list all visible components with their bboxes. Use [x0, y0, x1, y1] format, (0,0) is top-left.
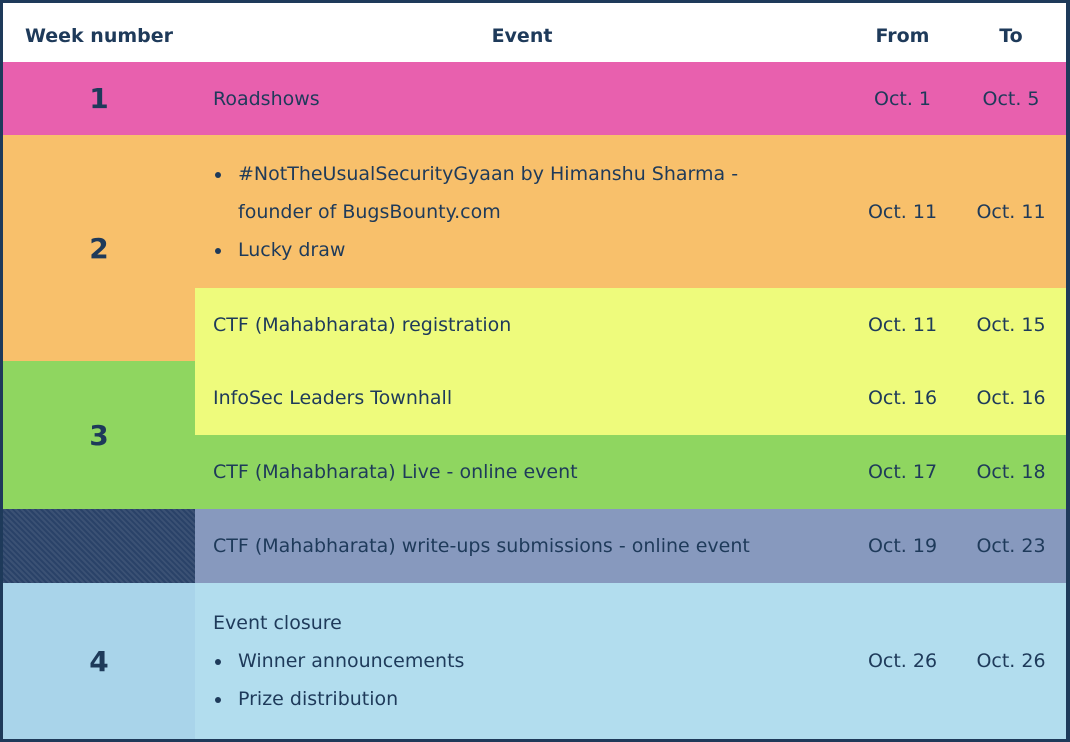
week-empty-hatched-cell — [3, 509, 195, 583]
event-cell: #NotTheUsualSecurityGyaan by Himanshu Sh… — [195, 135, 849, 288]
to-date: Oct. 16 — [976, 387, 1046, 409]
list-item: #NotTheUsualSecurityGyaan by Himanshu Sh… — [213, 155, 738, 231]
header-event: Event — [491, 25, 553, 47]
week-2-cell: 2 — [3, 135, 195, 361]
from-date: Oct. 17 — [867, 461, 938, 483]
header-from: From — [875, 25, 930, 47]
event-cell: CTF (Mahabharata) write-ups submissions … — [213, 535, 750, 557]
week-3-cell: 3 — [3, 361, 195, 509]
event-cell: Roadshows — [213, 87, 320, 110]
to-date: Oct. 11 — [976, 200, 1046, 223]
to-date: Oct. 5 — [982, 87, 1040, 110]
from-date: Oct. 11 — [867, 313, 938, 336]
header-to: To — [999, 25, 1023, 47]
event-cell: InfoSec Leaders Townhall — [213, 387, 453, 409]
header-week-number: Week number — [24, 25, 173, 47]
bullet-text: founder of BugsBounty.com — [238, 200, 501, 223]
to-date: Oct. 15 — [976, 313, 1046, 336]
list-item: Winner announcements — [213, 642, 464, 680]
from-date: Oct. 11 — [867, 200, 938, 223]
from-date: Oct. 26 — [867, 650, 938, 672]
from-date: Oct. 19 — [867, 535, 938, 557]
table-row: Event closure Winner announcements Prize… — [195, 583, 1066, 739]
event-cell: CTF (Mahabharata) registration — [213, 313, 512, 336]
table-row: Roadshows Oct. 1 Oct. 5 — [195, 62, 1066, 135]
event-cell: Event closure Winner announcements Prize… — [195, 583, 849, 739]
week-1-cell: 1 — [3, 62, 195, 135]
table-row: #NotTheUsualSecurityGyaan by Himanshu Sh… — [195, 135, 1066, 288]
bullet-text: #NotTheUsualSecurityGyaan by Himanshu Sh… — [238, 162, 739, 185]
schedule-table: Week number Event From To 1 2 3 4 Roadsh… — [3, 3, 1066, 739]
event-cell: CTF (Mahabharata) Live - online event — [213, 461, 578, 483]
table-row: CTF (Mahabharata) write-ups submissions … — [195, 509, 1066, 583]
to-date: Oct. 26 — [976, 650, 1046, 672]
from-date: Oct. 16 — [867, 387, 938, 409]
list-item: Lucky draw — [213, 231, 738, 269]
from-date: Oct. 1 — [873, 87, 932, 110]
table-row: CTF (Mahabharata) registration Oct. 11 O… — [195, 288, 1066, 361]
list-item: Prize distribution — [213, 680, 464, 718]
to-date: Oct. 18 — [976, 461, 1046, 483]
table-row: CTF (Mahabharata) Live - online event Oc… — [195, 435, 1066, 509]
event-title: Event closure — [213, 612, 342, 634]
to-date: Oct. 23 — [976, 535, 1046, 557]
week-4-cell: 4 — [3, 583, 195, 739]
table-row: InfoSec Leaders Townhall Oct. 16 Oct. 16 — [195, 361, 1066, 435]
